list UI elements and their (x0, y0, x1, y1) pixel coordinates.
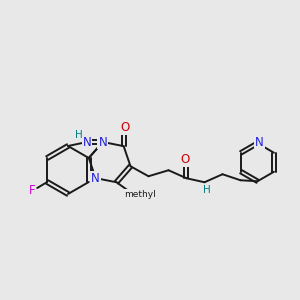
Text: F: F (29, 184, 35, 196)
Text: N: N (82, 136, 91, 148)
Text: O: O (181, 153, 190, 166)
Text: O: O (120, 121, 129, 134)
Text: N: N (91, 172, 100, 184)
Text: N: N (98, 136, 107, 148)
Text: N: N (255, 136, 264, 149)
Text: H: H (202, 185, 210, 195)
Text: H: H (75, 130, 83, 140)
Text: methyl: methyl (124, 190, 156, 199)
